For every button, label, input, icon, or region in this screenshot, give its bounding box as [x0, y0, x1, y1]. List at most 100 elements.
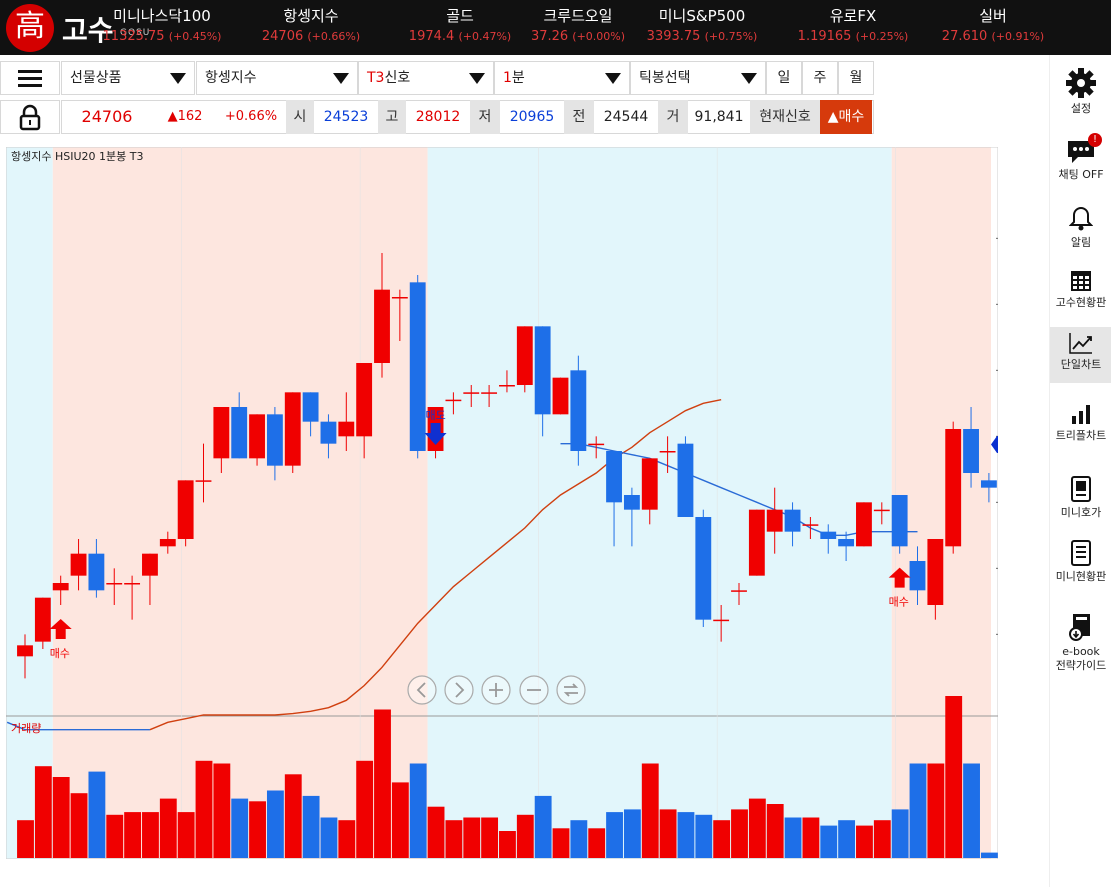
candle-body — [391, 297, 408, 299]
ticker-item[interactable]: 미니S&P500 3393.75 (+0.75%) — [637, 5, 767, 47]
signal-value[interactable]: ▲매수 — [820, 100, 872, 134]
chart-controls: 선물상품 항셍지수 T3신호 1분 틱봉선택 일 주 월 — [0, 61, 880, 95]
signal-select[interactable]: T3신호 — [358, 61, 494, 95]
candle-body — [820, 531, 837, 539]
zoom-out-button[interactable] — [519, 675, 549, 705]
volume-bar — [802, 817, 820, 858]
ticker-change: (+0.91%) — [991, 30, 1045, 43]
index-select[interactable]: 항셍지수 — [196, 61, 358, 95]
high-value: 28012 — [415, 109, 461, 125]
price-change-pct: +0.66% — [224, 109, 278, 124]
mini-orderbook-icon — [1050, 475, 1111, 503]
volume-bar — [927, 763, 945, 858]
ticker-item[interactable]: 골드 1974.4 (+0.47%) — [395, 5, 525, 47]
sell-zone — [427, 147, 892, 859]
menu-button[interactable] — [0, 61, 60, 95]
candle-body — [748, 509, 765, 576]
candle-body — [463, 392, 480, 394]
period-day-button[interactable]: 일 — [766, 61, 802, 95]
ticker-item[interactable]: 크루드오일 37.26 (+0.00%) — [513, 5, 643, 47]
quote-row — [61, 100, 874, 134]
scroll-right-button[interactable] — [444, 675, 474, 705]
period-month-button[interactable]: 월 — [838, 61, 874, 95]
candle-body — [70, 553, 87, 576]
price-change: ▲162 — [167, 109, 203, 124]
volume-bar — [659, 809, 677, 858]
sidebar-item-line-chart[interactable]: 단일차트 — [1050, 327, 1111, 383]
reset-view-button[interactable] — [556, 675, 586, 705]
sidebar-item-label: 미니호가 — [1060, 506, 1102, 519]
volume-bar — [713, 820, 731, 858]
tick-select[interactable]: 틱봉선택 — [630, 61, 766, 95]
volume-bar — [302, 795, 320, 858]
candle-body — [856, 502, 872, 547]
candle-body — [516, 326, 533, 385]
hamburger-icon — [18, 70, 42, 87]
ticker-change: (+0.00%) — [572, 30, 626, 43]
interval-select[interactable]: 1분 — [494, 61, 630, 95]
ticker-item[interactable]: 항셍지수 24706 (+0.66%) — [246, 5, 376, 47]
sidebar-item-mini-orderbook[interactable]: 미니호가 — [1050, 471, 1111, 527]
candle-body — [124, 583, 141, 585]
sidebar-item-chat[interactable]: ! 채팅 OFF — [1050, 133, 1111, 189]
chevron-down-icon — [170, 73, 186, 84]
line-chart-icon — [1050, 331, 1111, 355]
sidebar-item-label: 설정 — [1070, 102, 1092, 115]
ticker-value: 11325.75 — [102, 29, 165, 44]
volume-bar — [195, 760, 213, 858]
ticker-item[interactable]: 유로FX 1.19165 (+0.25%) — [788, 5, 918, 47]
gear-icon — [1050, 67, 1111, 99]
sidebar-item-calendar-grid[interactable]: 고수현황판 — [1050, 265, 1111, 321]
low-label: 저 — [470, 100, 500, 134]
candle-body — [570, 370, 587, 451]
sell-signal-arrow — [424, 423, 447, 445]
gosu-logo[interactable]: 高 고수 GOSU — [6, 3, 156, 53]
current-price: 24706 — [81, 107, 133, 126]
candle-body — [713, 619, 730, 622]
chevron-down-icon — [469, 73, 485, 84]
sidebar-item-bell[interactable]: 알림 — [1050, 201, 1111, 257]
volume-bar — [124, 812, 142, 858]
volume-bar — [820, 825, 838, 858]
candle-body — [891, 495, 908, 547]
sidebar-item-gear[interactable]: 설정 — [1050, 63, 1111, 119]
scroll-left-button[interactable] — [407, 675, 437, 705]
candle-body — [106, 583, 123, 585]
ticker-change: (+0.66%) — [307, 30, 361, 43]
moving-average-fast — [6, 721, 150, 731]
interval-select-suffix: 분 — [511, 70, 525, 86]
sidebar-item-list-board[interactable]: 미니현황판 — [1050, 535, 1111, 591]
volume-bar — [534, 795, 552, 858]
chevron-left-icon — [416, 682, 426, 698]
lock-button[interactable] — [0, 100, 60, 134]
candle-body — [177, 480, 194, 539]
sidebar-item-label: 단일차트 — [1060, 358, 1102, 371]
interval-select-value: 1 — [503, 70, 512, 86]
candle-body — [320, 421, 337, 444]
sidebar-item-bar-chart[interactable]: 트리플차트 — [1050, 398, 1111, 454]
volume-bar — [748, 798, 766, 858]
volume-bar — [445, 820, 463, 858]
volume-bar — [177, 812, 195, 858]
volume-bar — [838, 820, 856, 858]
ticker-item[interactable]: 실버 27.610 (+0.91%) — [928, 5, 1058, 47]
volume-bar — [945, 696, 963, 858]
product-select[interactable]: 선물상품 — [61, 61, 195, 95]
ticker-name: 골드 — [446, 7, 474, 25]
sidebar-item-ebook[interactable]: e-book 전략가이드 — [1050, 608, 1111, 672]
calendar-grid-icon — [1050, 269, 1111, 293]
signal-select-prefix: T3 — [367, 70, 385, 86]
candle-body — [142, 553, 158, 576]
volume-bar — [338, 820, 356, 858]
ticker-item[interactable]: 미니나스닥100 11325.75 (+0.45%) — [97, 5, 227, 47]
zoom-in-button[interactable] — [481, 675, 511, 705]
volume-bar — [641, 763, 659, 858]
volume-bar — [391, 782, 409, 858]
volume-bar — [588, 828, 606, 858]
volume-bar — [481, 817, 499, 858]
ticker-change: (+0.45%) — [168, 30, 222, 43]
ticker-name: 미니나스닥100 — [113, 7, 211, 25]
period-week-button[interactable]: 주 — [802, 61, 838, 95]
